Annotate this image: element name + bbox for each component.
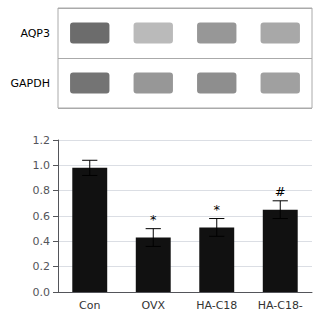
svg-text:Con: Con	[79, 299, 100, 312]
svg-text:AQP3: AQP3	[20, 27, 50, 40]
svg-text:0.4: 0.4	[33, 235, 51, 248]
svg-text:*: *	[214, 202, 221, 217]
svg-text:0.0: 0.0	[33, 286, 51, 299]
svg-text:0.8: 0.8	[33, 184, 51, 197]
svg-text:1.0: 1.0	[33, 159, 51, 172]
svg-text:0.6: 0.6	[33, 210, 51, 223]
svg-text:HA-C18-: HA-C18-	[258, 299, 303, 312]
svg-text:HA-C18: HA-C18	[196, 299, 237, 312]
svg-text:#: #	[275, 184, 286, 199]
svg-text:*: *	[150, 212, 157, 227]
svg-text:1.2: 1.2	[33, 134, 51, 147]
svg-text:GAPDH: GAPDH	[11, 77, 50, 90]
svg-text:OVX: OVX	[141, 299, 165, 312]
svg-text:0.2: 0.2	[33, 260, 51, 273]
